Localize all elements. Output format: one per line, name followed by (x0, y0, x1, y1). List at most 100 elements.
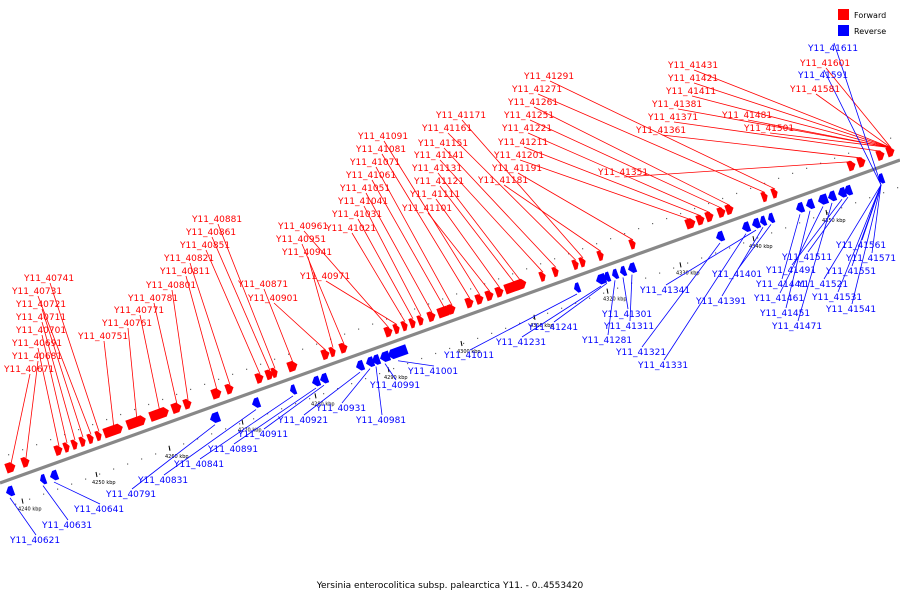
reverse-gene (878, 173, 886, 184)
reverse-gene (596, 273, 608, 285)
dot-marker (841, 207, 843, 209)
tick-label: 4280 kbp (311, 401, 335, 407)
forward-gene (464, 297, 474, 309)
leader-line (205, 249, 261, 375)
dot-marker (365, 378, 367, 380)
tick-label: 4310 kbp (530, 323, 554, 329)
gene-label: Y11_41451 (759, 309, 810, 319)
dot-marker (491, 332, 493, 334)
forward-gene (400, 321, 408, 332)
dot-marker (764, 182, 766, 185)
gene-label: Y11_41071 (349, 158, 400, 168)
gene-label: Y11_41171 (435, 111, 486, 121)
gene-label: Y11_41131 (411, 164, 462, 174)
gene-label: Y11_40941 (281, 248, 332, 258)
dot-marker (190, 388, 192, 391)
dot-marker (561, 307, 563, 309)
leader-line (53, 481, 101, 505)
forward-gene (70, 439, 78, 450)
gene-label: Y11_41421 (667, 74, 718, 84)
leader-line (521, 285, 602, 338)
gene-label: Y11_41461 (753, 294, 804, 304)
gene-label: Y11_41241 (527, 323, 578, 333)
gene-label: Y11_41211 (497, 138, 548, 148)
leader-line (469, 293, 578, 351)
dot-marker (883, 192, 885, 194)
tick-mark (679, 262, 682, 268)
dot-marker (736, 192, 738, 195)
gene-label: Y11_40951 (275, 235, 326, 245)
leader-line (519, 159, 692, 221)
dot-marker (260, 363, 262, 365)
forward-gene (578, 257, 586, 268)
dot-marker (316, 343, 318, 345)
leader-line (823, 184, 882, 280)
leader-line (41, 334, 68, 444)
reverse-gene (716, 230, 726, 242)
backbone-layer (0, 158, 900, 485)
dot-marker (379, 372, 381, 375)
tick-mark (606, 288, 609, 294)
forward-gene (704, 211, 714, 223)
leader-line (49, 282, 100, 432)
dot-marker (99, 473, 101, 475)
dot-marker (344, 333, 346, 335)
reverse-gene (312, 375, 322, 387)
dot-marker (302, 348, 304, 350)
gene-label: Y11_40621 (9, 536, 60, 546)
leader-line (823, 69, 882, 186)
leader-line (357, 218, 414, 320)
forward-gene (494, 286, 504, 298)
reverse-gene (768, 212, 776, 224)
dot-marker (652, 223, 654, 225)
leader-line (837, 184, 882, 293)
dot-marker (820, 162, 822, 164)
dot-marker (673, 267, 675, 269)
forward-gene (78, 436, 86, 447)
dot-marker (687, 262, 689, 264)
dot-marker (582, 248, 584, 250)
dot-marker (120, 413, 122, 416)
dot-marker (659, 272, 661, 274)
dot-marker (722, 197, 724, 200)
leader-line (691, 95, 892, 149)
dot-marker (470, 288, 472, 290)
reverse-gene (742, 221, 752, 233)
gene-label: Y11_40901 (247, 294, 298, 304)
legend-reverse-swatch (838, 25, 849, 36)
dot-marker (624, 233, 626, 235)
leader-line (517, 172, 634, 241)
gene-label: Y11_40931 (315, 404, 366, 414)
dot-marker (36, 444, 38, 446)
dot-marker (8, 454, 10, 456)
leader-line (833, 42, 882, 186)
leader-line (153, 302, 178, 405)
dot-marker (22, 449, 24, 451)
gene-label: Y11_40921 (277, 416, 328, 426)
forward-gene (856, 157, 866, 168)
gene-label: Y11_41301 (601, 310, 652, 320)
gene-label: Y11_41381 (651, 100, 702, 110)
gene-label: Y11_41081 (355, 145, 406, 155)
gene-label: Y11_40831 (137, 476, 188, 486)
leader-line (10, 373, 31, 464)
leader-line (629, 274, 633, 322)
leader-line (131, 424, 216, 490)
dot-marker (638, 228, 640, 230)
reverse-gene (6, 485, 16, 497)
tick-label: 4350 kbp (822, 218, 846, 224)
leader-line (307, 256, 334, 348)
dot-marker (827, 212, 829, 214)
dot-marker (309, 398, 311, 400)
gene-label: Y11_41601 (799, 59, 850, 69)
leader-line (42, 485, 69, 521)
gene-label: Y11_41221 (501, 124, 552, 134)
gene-label: Y11_41011 (443, 351, 494, 361)
dot-marker (204, 383, 206, 385)
leader-line (797, 202, 833, 322)
gene-label: Y11_41261 (507, 98, 558, 108)
gene-label: Y11_41391 (695, 297, 746, 307)
forward-gene (695, 214, 705, 226)
dot-marker (29, 498, 31, 500)
leader-line (351, 232, 406, 322)
